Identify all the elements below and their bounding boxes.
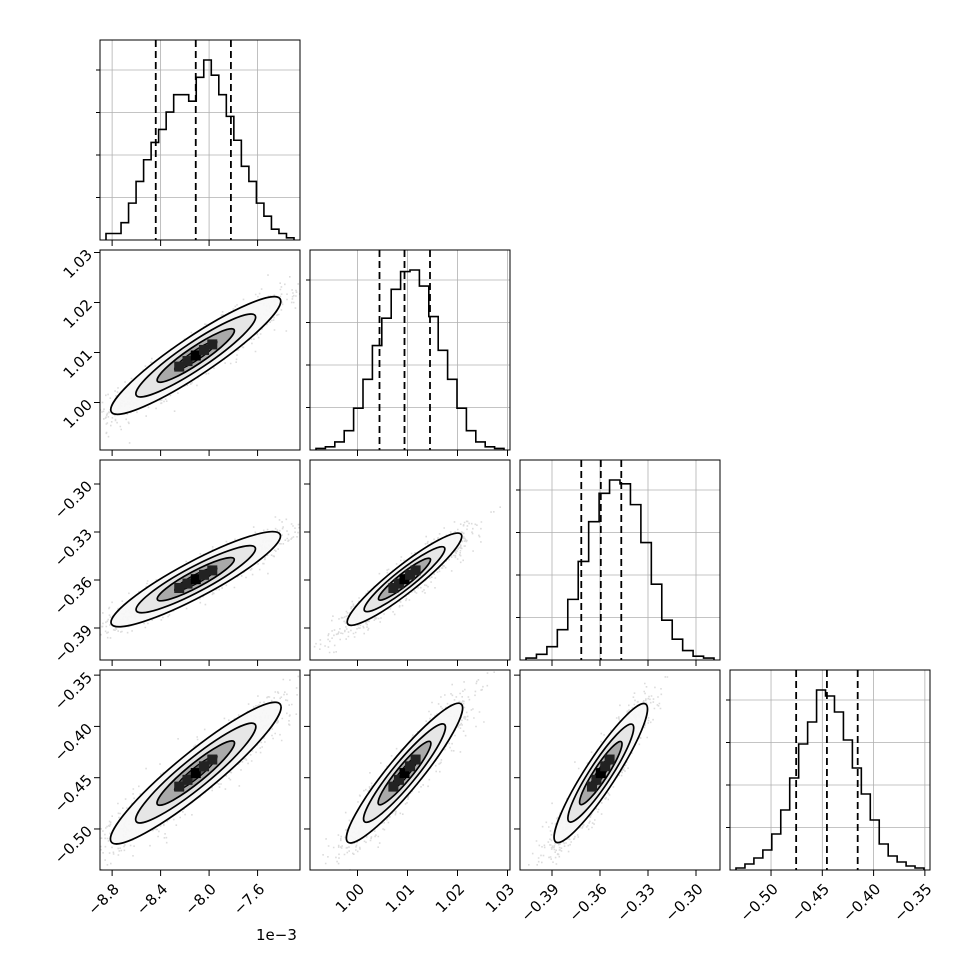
x-tick-label-p2-0: −0.39 [518,880,563,925]
x-tick-label-p1-0: 1.00 [332,880,368,916]
x-tick-label-p0-2: −8.0 [181,880,219,918]
density-core-bin [199,344,210,355]
density-core-bin [199,569,210,580]
density-core-bin [399,768,410,779]
panel-1-0 [94,249,301,456]
y-tick-label-p2-3: −0.30 [51,477,96,522]
density-core-bin [174,361,185,372]
x-axis-offset-label: 1e−3 [256,926,297,944]
panel-1-1 [306,249,511,456]
x-tick-label-p2-2: −0.33 [614,880,659,925]
density-core-bin [591,774,602,785]
histogram-grid [100,40,300,240]
x-tick-label-p3-1: −0.45 [788,880,833,925]
density-core-bin [388,781,399,792]
x-tick-label-p1-1: 1.01 [382,880,418,916]
density-core-bin [182,356,193,367]
x-tick-label-p1-2: 1.02 [432,880,468,916]
density-core-bin [190,350,201,361]
panel-3-0 [94,669,301,876]
density-plot [313,506,501,654]
histogram-grid [730,670,930,870]
density-core-bin [587,781,597,792]
panel-frame [99,39,301,241]
panel-3-1 [304,669,511,876]
density-core-bin [174,781,185,792]
y-tick-label-p1-3: 1.03 [60,246,96,282]
density-core-bin [190,574,201,585]
y-tick-label-p3-0: −0.50 [51,822,96,867]
panel-0-0 [96,39,301,246]
panel-background [520,460,720,660]
density-core-bin [182,774,193,785]
panel-3-2 [514,669,721,876]
x-tick-label-p0-3: −7.6 [230,880,268,918]
y-tick-label-p3-1: −0.45 [51,771,96,816]
y-tick-label-p1-1: 1.01 [60,346,96,382]
x-tick-label-p3-2: −0.40 [839,880,884,925]
x-tick-label-p2-3: −0.30 [662,880,707,925]
density-core-bin [388,583,399,593]
panel-2-1 [304,459,511,666]
y-tick-label-p1-2: 1.02 [60,296,96,332]
x-tick-label-p3-0: −0.50 [737,880,782,925]
density-core-bin [190,768,201,779]
density-core-bin [399,574,410,585]
x-tick-label-p0-0: −8.8 [84,880,122,918]
density-core-bin [405,761,416,772]
histogram-grid [310,250,510,450]
panel-frame [99,459,301,661]
panel-frame [519,669,721,871]
histogram-grid [520,460,720,660]
y-tick-label-p2-2: −0.33 [51,525,96,570]
density-core-bin [207,754,218,765]
density-core-bin [393,578,404,589]
y-tick-label-p2-0: −0.39 [51,621,96,666]
panel-2-0 [94,459,301,666]
density-core-bin [174,583,185,593]
histogram-step [105,59,295,240]
y-tick-label-p3-3: −0.35 [51,668,96,713]
corner-plot-panels [94,39,931,876]
x-tick-label-p3-3: −0.35 [890,880,935,925]
density-core-bin [600,761,611,772]
density-core-bin [410,754,421,765]
density-core-bin [604,754,615,765]
panel-frame [309,459,511,661]
histogram-step [735,689,925,870]
panel-frame [309,669,511,871]
y-tick-label-p1-0: 1.00 [60,396,96,432]
panel-background [310,250,510,450]
panel-3-3 [726,669,931,876]
density-core-bin [595,768,606,779]
histogram-step [315,269,505,450]
density-core-bin [405,569,416,580]
panel-frame [519,459,721,661]
density-plot [100,516,300,639]
panel-background [100,40,300,240]
density-core-bin [410,565,421,576]
y-tick-label-p2-1: −0.36 [51,573,96,618]
density-core-bin [207,339,218,350]
density-core-bin [199,761,210,772]
density-plot [322,671,495,870]
x-tick-label-p1-3: 1.03 [482,880,518,916]
x-tick-label-p2-1: −0.36 [566,880,611,925]
panel-2-2 [516,459,721,666]
density-core-bin [393,774,404,785]
panel-frame [729,669,931,871]
density-plot [100,670,300,870]
panel-frame [99,249,301,451]
density-plot [528,676,669,866]
y-tick-label-p3-2: −0.40 [51,720,96,765]
panel-background [730,670,930,870]
density-plot [100,274,300,444]
panel-frame [99,669,301,871]
histogram-step [525,479,715,660]
density-core-bin [182,578,193,589]
panel-frame [309,249,511,451]
x-tick-label-p0-1: −8.4 [133,880,171,918]
density-core-bin [207,565,218,576]
